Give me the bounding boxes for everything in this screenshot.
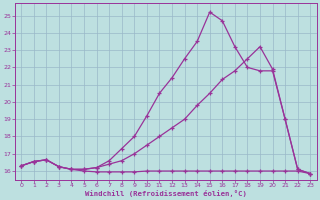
X-axis label: Windchill (Refroidissement éolien,°C): Windchill (Refroidissement éolien,°C) <box>85 190 247 197</box>
